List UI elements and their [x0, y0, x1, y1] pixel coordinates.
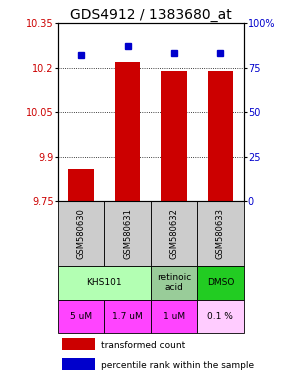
Text: 1 uM: 1 uM	[163, 312, 185, 321]
Bar	[151, 266, 197, 300]
Bar	[104, 202, 151, 266]
Bar	[62, 358, 95, 370]
Text: percentile rank within the sample: percentile rank within the sample	[101, 361, 254, 370]
Text: GSM580631: GSM580631	[123, 208, 132, 259]
Bar	[115, 62, 140, 202]
Bar	[151, 300, 197, 333]
Text: GSM580632: GSM580632	[169, 208, 179, 259]
Text: GSM580633: GSM580633	[216, 208, 225, 259]
Bar	[68, 169, 94, 202]
Text: 1.7 uM: 1.7 uM	[112, 312, 143, 321]
Text: KHS101: KHS101	[87, 278, 122, 287]
Title: GDS4912 / 1383680_at: GDS4912 / 1383680_at	[70, 8, 232, 22]
Text: 5 uM: 5 uM	[70, 312, 92, 321]
Bar	[58, 202, 104, 266]
Bar	[208, 71, 233, 202]
Bar	[104, 300, 151, 333]
Text: DMSO: DMSO	[207, 278, 234, 287]
Text: GSM580630: GSM580630	[77, 208, 86, 259]
Bar	[161, 71, 187, 202]
Bar	[197, 202, 244, 266]
Bar	[197, 266, 244, 300]
Bar	[58, 300, 104, 333]
Bar	[58, 266, 151, 300]
Text: retinoic
acid: retinoic acid	[157, 273, 191, 292]
Bar	[151, 202, 197, 266]
Bar	[197, 300, 244, 333]
Text: 0.1 %: 0.1 %	[207, 312, 233, 321]
Bar	[62, 338, 95, 350]
Text: transformed count: transformed count	[101, 341, 185, 350]
